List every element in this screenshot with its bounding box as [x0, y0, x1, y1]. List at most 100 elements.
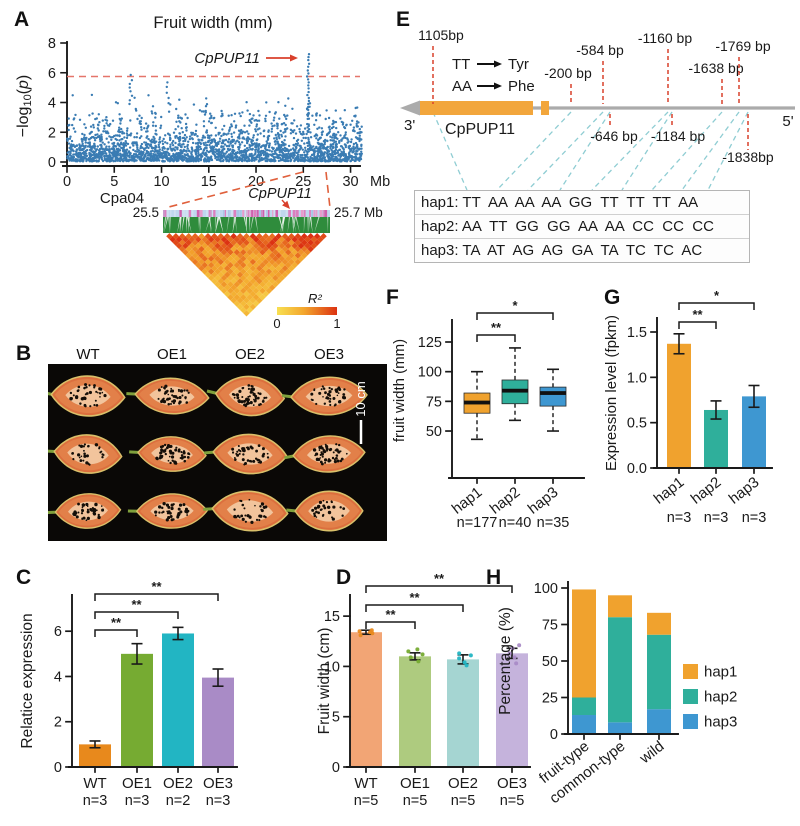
svg-text:OE2: OE2: [448, 775, 478, 792]
svg-text:125: 125: [418, 335, 442, 351]
svg-text:n=35: n=35: [537, 515, 570, 531]
svg-text:50: 50: [542, 654, 558, 670]
panel-e-label: E: [396, 8, 411, 31]
gene-exon-small: [541, 101, 549, 115]
svg-text:25: 25: [542, 691, 558, 707]
svg-text:R²: R²: [308, 291, 322, 306]
panel-b-column-oe1: OE1: [156, 346, 188, 363]
svg-text:n=3: n=3: [206, 793, 231, 809]
svg-text:hap2: hap2: [688, 474, 725, 508]
svg-text:-1160 bp: -1160 bp: [638, 30, 692, 46]
svg-text:50: 50: [426, 424, 442, 440]
panel-e-gene-diagram: 1105bp -200 bp -584 bp -646 bp -1160 bp -1184…: [392, 4, 800, 295]
gene-diagram-svg: 1105bp -200 bp -584 bp -646 bp -1160 bp -1184…: [400, 27, 795, 191]
svg-text:n=3: n=3: [704, 510, 729, 526]
papaya-fruit: [203, 490, 289, 532]
svg-text:3': 3': [404, 117, 415, 134]
svg-text:6: 6: [54, 624, 62, 640]
svg-text:100: 100: [418, 365, 442, 381]
svg-text:75: 75: [542, 618, 558, 634]
svg-text:TT: TT: [452, 56, 470, 73]
svg-text:n=3: n=3: [125, 793, 150, 809]
svg-text:Fruit width (cm): Fruit width (cm): [316, 628, 333, 735]
svg-text:−log10(p): −log10(p): [15, 75, 34, 138]
svg-text:OE3: OE3: [203, 775, 233, 792]
svg-text:10: 10: [324, 659, 340, 675]
papaya-fruit: [206, 375, 286, 417]
bar-chart-G: Expression level (fpkm) 0.0 0.5 1.0 1.5 hap1 n…: [603, 288, 773, 526]
legend-swatch-hap2: [683, 689, 698, 704]
haplotype-row-hap3: hap3: TA AT AG AG GA TA TC TC AC: [421, 242, 703, 259]
svg-text:0: 0: [54, 760, 62, 776]
svg-text:Fruit width (mm): Fruit width (mm): [153, 14, 272, 32]
svg-text:Cpa04: Cpa04: [100, 190, 144, 207]
papaya-fruit: [284, 435, 366, 473]
panel-b-column-wt: WT: [76, 346, 100, 363]
svg-text:**: **: [692, 307, 703, 322]
svg-text:Expression level (fpkm): Expression level (fpkm): [603, 315, 620, 471]
svg-text:hap3: hap3: [726, 474, 763, 508]
box-plot-F: fruit width (mm) 5075100125hap1n=177hap2n…: [391, 298, 585, 531]
svg-text:WT: WT: [83, 775, 106, 792]
gene-arrowhead: [400, 100, 420, 116]
svg-text:6: 6: [48, 66, 56, 82]
svg-text:CpPUP11: CpPUP11: [445, 121, 515, 138]
svg-text:-584 bp: -584 bp: [576, 42, 624, 58]
scale-bar-label: 10 cm: [353, 381, 368, 416]
svg-text:4: 4: [48, 96, 56, 112]
svg-text:0.5: 0.5: [627, 416, 647, 432]
svg-text:5': 5': [782, 113, 793, 130]
papaya-photo-svg: 10 cm: [42, 375, 368, 532]
svg-text:**: **: [111, 615, 122, 630]
svg-text:hap1: hap1: [651, 474, 688, 508]
svg-text:n=2: n=2: [166, 793, 191, 809]
panel-d-fruit-width-bar-chart: Fruit width (cm) 0 5 10 15 WT n=5 OE1 n=5 OE2 n=5 O…: [315, 560, 550, 826]
papaya-fruit: [129, 436, 207, 472]
svg-text:25.7 Mb: 25.7 Mb: [334, 205, 383, 220]
svg-text:CpPUP11: CpPUP11: [194, 50, 260, 67]
svg-text:**: **: [131, 597, 142, 612]
svg-text:25: 25: [295, 174, 311, 190]
svg-text:hap3: hap3: [525, 484, 562, 518]
svg-text:**: **: [151, 579, 162, 594]
svg-text:1: 1: [333, 316, 340, 331]
svg-text:*: *: [714, 288, 720, 303]
bar-chart-D: Fruit width (cm)051015WTn=5OE1n=5OE2n=5O…: [316, 571, 531, 809]
bar-chart-C: Relatice expression0246WTn=3OE1n=3OE2n=2…: [19, 579, 238, 809]
svg-text:OE1: OE1: [122, 775, 152, 792]
svg-text:-200 bp: -200 bp: [544, 65, 592, 81]
svg-text:n=5: n=5: [354, 793, 379, 809]
papaya-fruit: [281, 376, 368, 416]
ld-heatmap-triangle: [166, 233, 327, 317]
gene-exon: [420, 101, 533, 115]
svg-text:n=3: n=3: [667, 510, 692, 526]
svg-text:n=3: n=3: [742, 510, 767, 526]
gwas-points: [66, 53, 363, 163]
svg-text:-1769 bp: -1769 bp: [715, 38, 770, 54]
papaya-fruit: [286, 490, 364, 532]
panel-b-label: B: [16, 342, 32, 365]
svg-text:hap2: hap2: [487, 484, 524, 518]
svg-text:0: 0: [273, 316, 280, 331]
svg-text:2: 2: [48, 125, 56, 141]
svg-text:fruit width (mm): fruit width (mm): [391, 339, 408, 442]
svg-text:-1838bp: -1838bp: [722, 149, 774, 165]
svg-text:*: *: [512, 298, 518, 313]
panel-c-expression-bar-chart: Relatice expression 0 2 4 6 WT n=3 OE1 n=3 OE2 n=2…: [10, 560, 332, 826]
panel-h-haplotype-stacked-bar: Percentage (%) 0 25 50 75 100 fruit-type common…: [470, 560, 800, 826]
legend-swatch-hap3: [683, 714, 698, 729]
svg-text:0: 0: [550, 727, 558, 743]
papaya-fruit: [204, 433, 288, 475]
svg-text:hap2: hap2: [704, 689, 737, 706]
svg-text:Mb: Mb: [370, 174, 390, 190]
svg-text:n=177: n=177: [457, 515, 498, 531]
papaya-fruit: [45, 434, 123, 474]
panel-g-label: G: [604, 286, 621, 309]
svg-text:n=3: n=3: [83, 793, 108, 809]
svg-text:n=40: n=40: [499, 515, 532, 531]
svg-text:n=5: n=5: [451, 793, 476, 809]
stacked-bar-H: Percentage (%)0255075100fruit-typecommon…: [497, 581, 737, 807]
svg-text:Tyr: Tyr: [508, 56, 529, 73]
haplotype-row-hap2: hap2: AA TT GG GG AA AA CC CC CC: [415, 215, 749, 239]
